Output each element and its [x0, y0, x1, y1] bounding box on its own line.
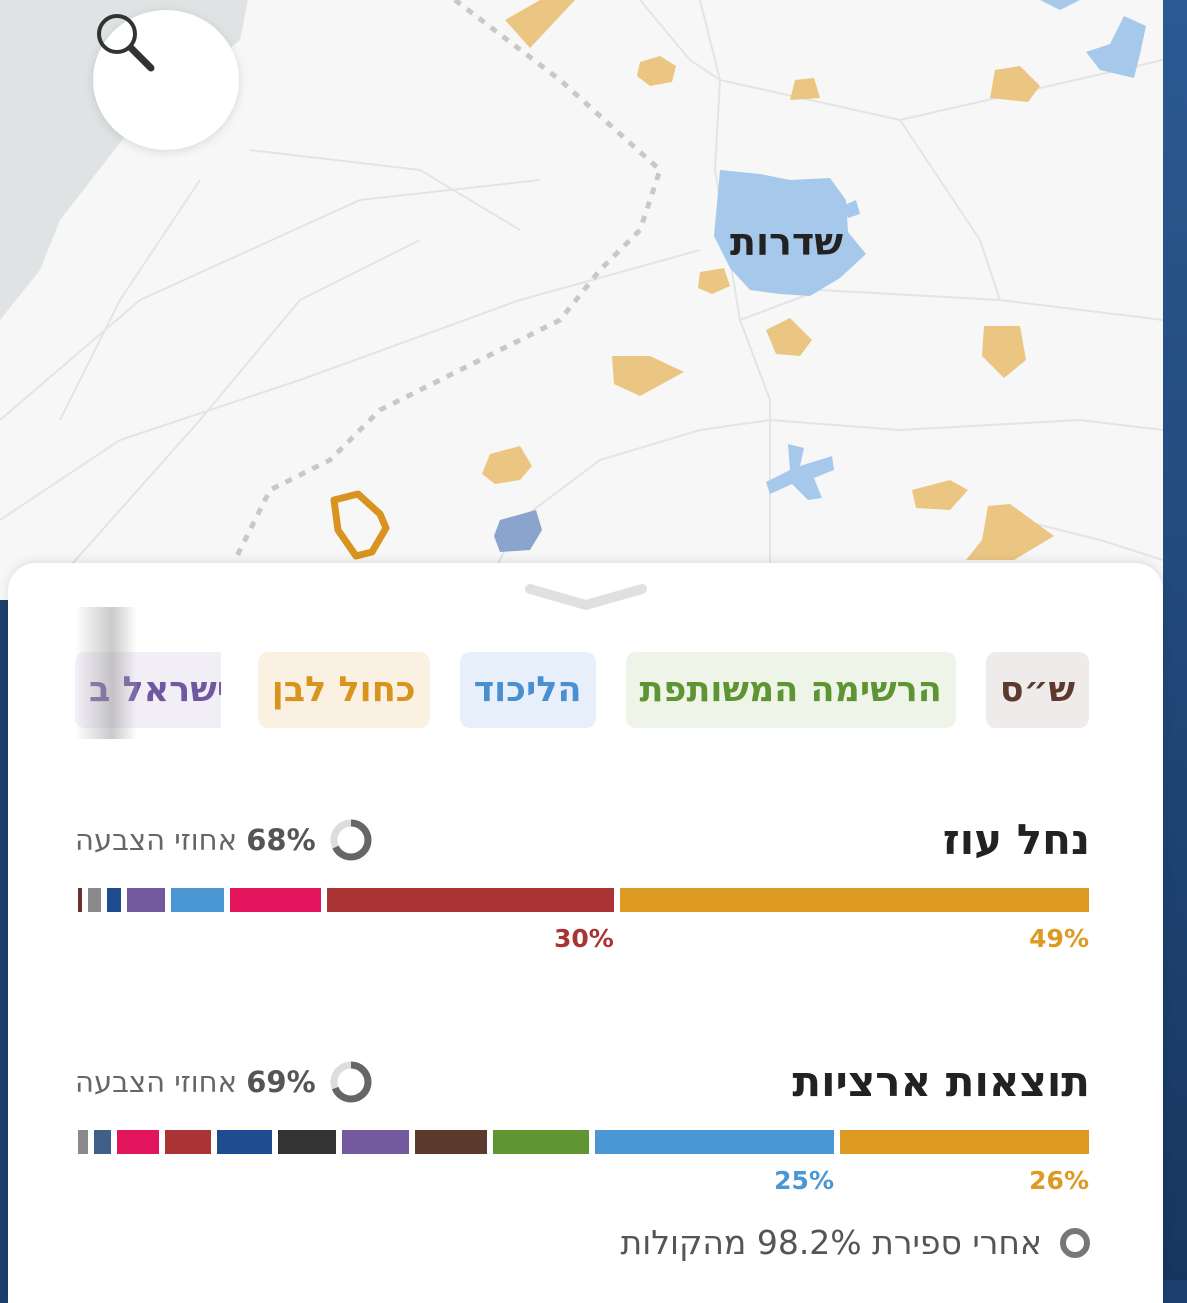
- bar-segment[interactable]: [170, 888, 224, 912]
- turnout-value: 68%: [246, 823, 316, 857]
- percent-label: 30%: [553, 924, 614, 953]
- percent-label: 25%: [774, 1166, 834, 1195]
- bar-segment[interactable]: [216, 1130, 273, 1154]
- national-turnout: 69% אחוזי הצבעה: [75, 1059, 374, 1105]
- bar-segment[interactable]: [619, 888, 1089, 912]
- bar-segment[interactable]: [126, 888, 165, 912]
- bar-segment[interactable]: [341, 1130, 409, 1154]
- border-line: [232, 0, 663, 562]
- bar-segment[interactable]: [492, 1130, 589, 1154]
- bar-segment[interactable]: [78, 888, 82, 912]
- bar-segment[interactable]: [839, 1130, 1089, 1154]
- bar-segment[interactable]: [229, 888, 321, 912]
- bar-segment[interactable]: [414, 1130, 487, 1154]
- selected-area-outline: [330, 490, 390, 560]
- bar-segment[interactable]: [107, 888, 121, 912]
- local-title: נחל עוז: [942, 815, 1090, 864]
- city-label: שדרות: [730, 220, 844, 264]
- count-status-text: אחרי ספירת 98.2% מהקולות: [620, 1223, 1042, 1262]
- bar-segment[interactable]: [116, 1130, 159, 1154]
- turnout-label: אחוזי הצבעה: [75, 1065, 237, 1099]
- turnout-ring-icon: [330, 1061, 372, 1103]
- tab-joint-list[interactable]: הרשימה המשותפת: [625, 652, 956, 728]
- tab-blue-white[interactable]: כחול לבן: [257, 652, 430, 728]
- bar-segment[interactable]: [164, 1130, 211, 1154]
- bar-segment[interactable]: [93, 1130, 111, 1154]
- search-icon: [97, 14, 155, 72]
- party-tabs: כחול לבן הליכוד הרשימה המשותפת ש״ס: [257, 652, 1089, 728]
- search-button[interactable]: [93, 10, 239, 150]
- turnout-value: 69%: [246, 1065, 316, 1099]
- progress-ring-icon: [1060, 1227, 1090, 1258]
- side-strip: [1163, 0, 1187, 1280]
- national-results-bar[interactable]: [78, 1130, 1089, 1154]
- turnout-ring-icon: [330, 819, 372, 861]
- percent-label: 26%: [1029, 1166, 1089, 1195]
- bar-segment[interactable]: [87, 888, 102, 912]
- bar-segment[interactable]: [594, 1130, 834, 1154]
- national-title: תוצאות ארציות: [792, 1057, 1090, 1106]
- tabs-scroll-fade: [75, 607, 137, 739]
- turnout-label: אחוזי הצבעה: [75, 823, 237, 857]
- tab-likud[interactable]: הליכוד: [459, 652, 596, 728]
- bar-segment[interactable]: [326, 888, 614, 912]
- tab-shas[interactable]: ש״ס: [985, 652, 1089, 728]
- count-status: אחרי ספירת 98.2% מהקולות: [621, 1223, 1092, 1262]
- bar-segment[interactable]: [278, 1130, 336, 1154]
- sheet-handle[interactable]: [524, 583, 648, 613]
- map[interactable]: שדרות: [0, 0, 1163, 600]
- local-turnout: 68% אחוזי הצבעה: [75, 817, 374, 863]
- results-sheet: כחול לבן הליכוד הרשימה המשותפת ש״ס ישראל…: [8, 563, 1163, 1303]
- bar-segment[interactable]: [78, 1130, 88, 1154]
- percent-label: 49%: [1029, 924, 1089, 953]
- local-results-bar[interactable]: [78, 888, 1089, 912]
